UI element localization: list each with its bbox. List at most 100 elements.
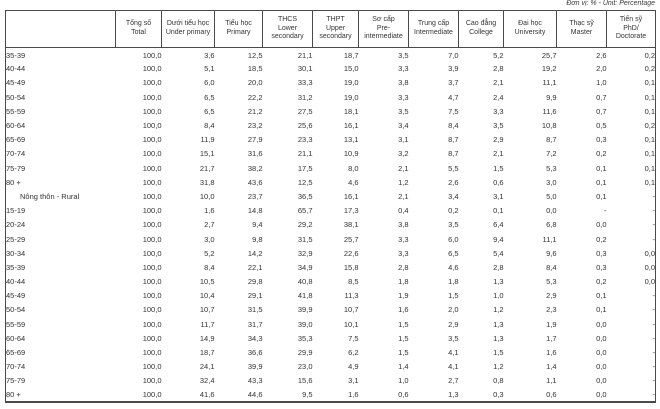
cell: 31,7: [247, 319, 263, 329]
cell: 38,2: [247, 163, 263, 173]
cell: 1,0: [398, 376, 409, 386]
column-header-en: Under primary: [165, 29, 211, 36]
cell: 15,8: [343, 262, 359, 272]
cell: 7,5: [348, 333, 359, 343]
cell: 3,4: [448, 191, 459, 201]
cell: 100,0: [142, 390, 162, 400]
cell: 0,1: [644, 163, 655, 173]
cell: 3,1: [493, 191, 504, 201]
cell: 0,1: [596, 177, 607, 187]
table-row: 30-34 100,0 5,2 14,2 32,9 22,6 3,3 6,5 5,4 9,6 0,3…: [6, 246, 656, 260]
cell: 2,8: [493, 262, 504, 272]
cell: 3,9: [448, 64, 459, 74]
column-header-en: PhD/ Doctorate: [615, 24, 647, 41]
cell: 18,7: [199, 348, 215, 358]
cell: 0,2: [644, 64, 655, 74]
cell: 16,1: [343, 121, 359, 131]
cell: 0,4: [398, 206, 409, 216]
cell: 2,3: [546, 305, 557, 315]
cell: 8,4: [546, 262, 557, 272]
column-header-8: Cao đẳng College: [458, 10, 504, 48]
cell: 10,7: [199, 305, 215, 315]
cell: 23,2: [247, 121, 263, 131]
cell: 16,1: [343, 191, 359, 201]
table-row: 40-44 100,0 5,1 18,5 30,1 15,0 3,3 3,9 2,8 19,2 2,…: [6, 62, 656, 76]
cell: 1,8: [448, 277, 459, 287]
cell: 3,2: [398, 149, 409, 159]
cell: 0,1: [596, 191, 607, 201]
column-header-vi: Thạc sỹ: [569, 20, 594, 28]
cell: 0,2: [448, 206, 459, 216]
cell: 1,5: [398, 333, 409, 343]
table-row: 75-79 100,0 21,7 38,2 17,5 8,0 2,1 5,5 1,5 5,3 0,1…: [6, 161, 656, 175]
cell: 1,3: [448, 390, 459, 400]
cell: 3,8: [398, 78, 409, 88]
row-label: 80 +: [6, 390, 21, 400]
cell: 7,2: [546, 149, 557, 159]
column-header-vi: Tiến sỹ: [619, 16, 643, 24]
table-row: 65-69 100,0 11,9 27,9 23,3 13,1 3,1 8,7 2,9 8,7 0,…: [6, 133, 656, 147]
cell: 22,2: [247, 92, 263, 102]
cell: 3,8: [398, 220, 409, 230]
column-header-vi: Tiểu học: [225, 20, 252, 28]
cell: 23,7: [247, 191, 263, 201]
cell: 0,1: [644, 135, 655, 145]
cell: 1,3: [493, 333, 504, 343]
cell: 11,6: [542, 106, 557, 116]
cell: 8,7: [448, 149, 459, 159]
cell: 11,9: [200, 135, 215, 145]
column-header-0: [5, 10, 116, 48]
row-label: 50-54: [6, 305, 26, 315]
cell: 100,0: [142, 362, 162, 372]
cell: 2,4: [493, 92, 504, 102]
cell: 9,4: [493, 234, 504, 244]
table-row: 50-54 100,0 10,7 31,5 39,9 10,7 1,6 2,0 1,2 2,3 0,…: [6, 303, 656, 317]
cell: 2,1: [493, 78, 504, 88]
cell: 5,2: [204, 248, 215, 258]
cell: 22,6: [343, 248, 359, 258]
cell: 41,8: [297, 291, 313, 301]
cell: 5,2: [493, 51, 504, 61]
column-header-10: Thạc sỹ Master: [556, 10, 607, 48]
cell: 10,1: [343, 319, 359, 329]
cell: 1,6: [398, 305, 409, 315]
cell: 100,0: [142, 92, 162, 102]
cell: 100,0: [142, 234, 162, 244]
cell: 20,0: [247, 78, 263, 88]
cell: 9,9: [546, 92, 557, 102]
cell: 4,1: [448, 362, 459, 372]
cell: 2,6: [448, 177, 459, 187]
row-label: 50-54: [6, 92, 26, 102]
cell: 29,2: [297, 220, 313, 230]
cell: 25,7: [343, 234, 359, 244]
cell: 2,0: [596, 64, 607, 74]
table-row: 80 + 100,0 31,8 43,6 12,5 4,6 1,2 2,6 0,6 3,0 0,1 0…: [6, 175, 656, 189]
cell: 11,3: [344, 291, 359, 301]
cell: 8,4: [448, 121, 459, 131]
cell: 100,0: [142, 220, 162, 230]
cell: 0,0: [644, 277, 655, 287]
cell: 1,2: [493, 362, 504, 372]
cell: 0,6: [493, 177, 504, 187]
cell: 0,7: [596, 92, 607, 102]
cell: 3,0: [546, 177, 557, 187]
cell: 39,9: [247, 362, 263, 372]
cell: 3,3: [398, 234, 409, 244]
cell: 1,0: [493, 291, 504, 301]
column-header-1: Tổng số Total: [115, 10, 162, 48]
cell: 29,8: [247, 277, 263, 287]
cell: 4,1: [448, 348, 459, 358]
row-label: 70-74: [6, 149, 26, 159]
cell: 0,1: [644, 106, 655, 116]
cell: -: [652, 234, 656, 244]
column-header-7: Trung cấp Intermediate: [408, 10, 459, 48]
row-label: 65-69: [6, 135, 26, 145]
cell: 2,6: [596, 51, 607, 61]
column-header-vi: Tổng số: [125, 20, 152, 28]
cell: 21,1: [297, 149, 313, 159]
table-row: 80 + 100,0 41,6 44,6 9,5 1,6 0,6 1,3 0,3 0,6 0,0 -: [6, 388, 656, 402]
cell: 8,7: [448, 135, 459, 145]
cell: 0,0: [596, 390, 607, 400]
cell: 0,0: [596, 333, 607, 343]
cell: 5,4: [493, 248, 504, 258]
